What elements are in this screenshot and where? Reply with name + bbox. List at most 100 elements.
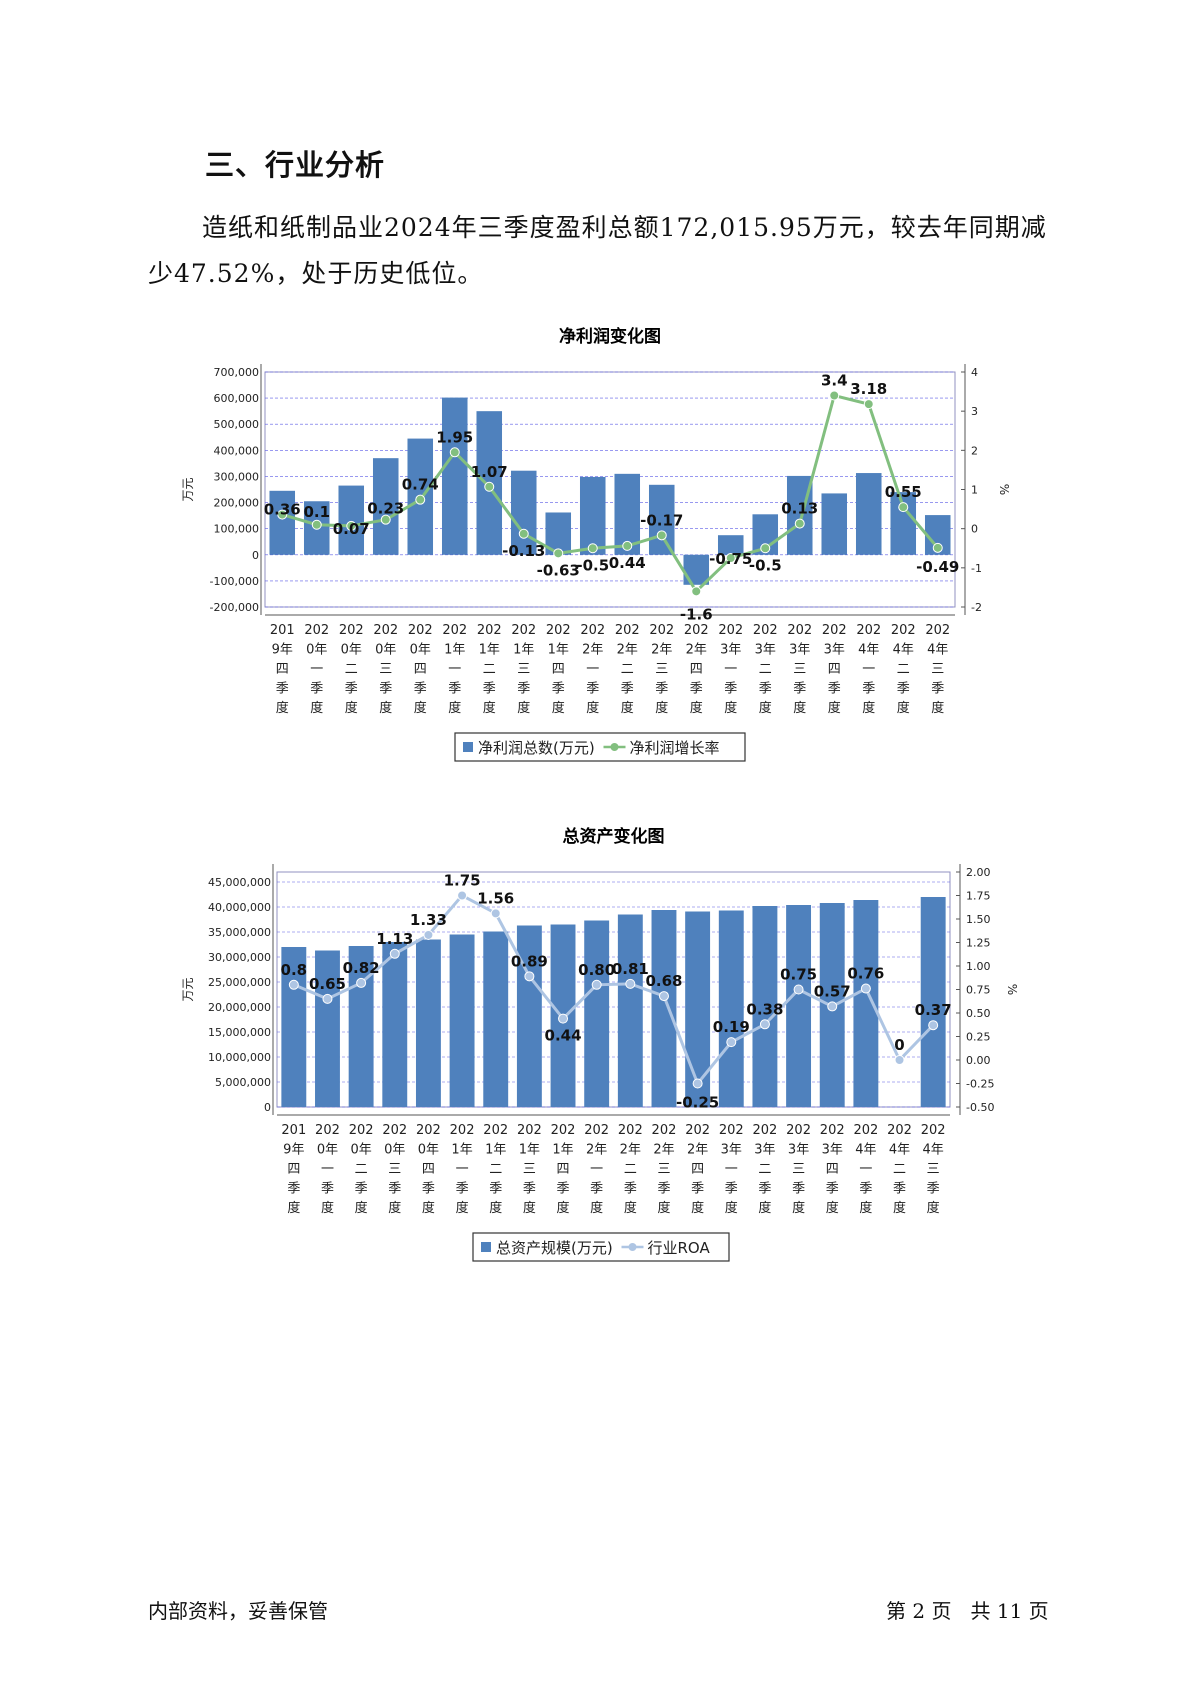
data-label: 0.38 — [746, 1000, 783, 1018]
x-tick-label: 202 4年二季度 — [887, 1123, 912, 1216]
x-tick-label: 202 4年三季度 — [925, 623, 950, 716]
bar — [890, 492, 917, 555]
x-tick-label: 202 0年四季度 — [408, 623, 433, 716]
y-tick-label: 0 — [252, 549, 259, 562]
data-label: 0.36 — [264, 501, 301, 519]
bar — [281, 947, 307, 1107]
net-profit-chart: 净利润变化图 700,000 600,000 500,000 400,000 300,00… — [181, 326, 1011, 762]
line-point — [932, 542, 943, 553]
bar — [752, 906, 778, 1107]
bar — [821, 493, 848, 555]
data-label: 0.75 — [780, 966, 817, 984]
line-point — [827, 1001, 838, 1012]
bar — [415, 939, 441, 1107]
y-tick-label: 700,000 — [214, 366, 260, 379]
legend-box — [454, 732, 746, 762]
legend-line-marker — [610, 743, 619, 751]
data-label: -0.13 — [502, 542, 545, 560]
y2-tick-label: -2 — [971, 601, 982, 614]
data-label: -0.49 — [916, 558, 959, 576]
bar — [683, 554, 710, 585]
y2-tick-label: 0 — [971, 523, 978, 536]
legend-line-label: 净利润增长率 — [630, 739, 720, 757]
y2-axis-title: % — [997, 484, 1011, 495]
data-label: -0.5 — [576, 556, 609, 574]
x-tick-label: 202 0年一季度 — [304, 623, 329, 716]
bar — [584, 920, 610, 1107]
line-point — [490, 908, 501, 919]
x-tick-label: 202 3年三季度 — [786, 1123, 811, 1216]
data-label: 0.23 — [367, 500, 404, 518]
data-label: 0.68 — [645, 972, 682, 990]
line-point — [311, 519, 322, 530]
footer-page-number: 第 2 页 共 11 页 — [886, 1599, 1049, 1623]
x-tick-label: 202 4年一季度 — [856, 623, 881, 716]
data-label: 1.07 — [471, 463, 508, 481]
data-label: 0.55 — [885, 483, 922, 501]
x-tick-label: 202 2年一季度 — [580, 623, 605, 716]
y2-tick-label: -0.50 — [966, 1101, 994, 1114]
x-tick-label: 202 1年二季度 — [477, 623, 502, 716]
data-label: 0.57 — [814, 982, 851, 1000]
data-label: 0.19 — [713, 1018, 750, 1036]
line-point — [558, 1013, 569, 1024]
y2-tick-label: 3 — [971, 405, 978, 418]
line-point — [692, 1078, 703, 1089]
y-tick-label: 10,000,000 — [208, 1051, 271, 1064]
bar — [382, 942, 408, 1107]
x-tick-label: 202 2年二季度 — [615, 623, 640, 716]
x-tick-label: 202 1年三季度 — [517, 1123, 542, 1216]
line-point — [863, 399, 874, 410]
y2-tick-label: 1.75 — [966, 890, 991, 903]
data-label: 1.95 — [436, 428, 473, 446]
line-point — [524, 971, 535, 982]
data-label: 0.76 — [847, 965, 884, 983]
bar — [338, 485, 365, 555]
bar — [579, 476, 606, 555]
data-label: 1.56 — [477, 889, 514, 907]
bar — [449, 934, 475, 1107]
bar — [648, 484, 675, 555]
x-tick-label: 202 2年四季度 — [684, 623, 709, 716]
line-point — [587, 543, 598, 554]
y2-tick-label: 1.00 — [966, 960, 991, 973]
y-tick-label: 400,000 — [214, 444, 260, 457]
data-label: 0 — [894, 1036, 904, 1054]
x-tick-label: 202 0年二季度 — [339, 623, 364, 716]
line-point — [380, 514, 391, 525]
x-tick-label: 202 2年一季度 — [584, 1123, 609, 1216]
bar — [920, 897, 946, 1107]
x-tick-label: 202 4年一季度 — [853, 1123, 878, 1216]
line-point — [622, 540, 633, 551]
bar — [718, 910, 744, 1107]
y2-tick-label: 0.00 — [966, 1054, 991, 1067]
data-label: 0.81 — [612, 960, 649, 978]
bar — [717, 535, 744, 555]
x-tick-label: 202 4年三季度 — [921, 1123, 946, 1216]
x-tick-label: 202 0年二季度 — [349, 1123, 374, 1216]
bar — [617, 914, 643, 1107]
line-point — [794, 518, 805, 529]
bar — [685, 911, 711, 1107]
data-label: 0.8 — [281, 961, 308, 979]
bar — [651, 910, 677, 1107]
bar — [516, 925, 542, 1107]
y-tick-label: 35,000,000 — [208, 926, 271, 939]
line-point — [898, 502, 909, 513]
y-tick-label: 30,000,000 — [208, 951, 271, 964]
y-tick-label: -200,000 — [210, 601, 259, 614]
legend-box — [472, 1232, 730, 1262]
data-label: 3.4 — [821, 372, 848, 390]
line-point — [322, 993, 333, 1004]
legend-bar-swatch — [481, 1242, 491, 1252]
line-point — [656, 530, 667, 541]
y-tick-label: -100,000 — [210, 575, 259, 588]
line-point — [894, 1055, 905, 1065]
line-point — [288, 979, 299, 990]
x-tick-label: 202 0年三季度 — [373, 623, 398, 716]
line-point — [518, 528, 529, 539]
data-label: 0.80 — [578, 961, 615, 979]
line-point — [423, 929, 434, 940]
x-tick-label: 202 3年一季度 — [718, 623, 743, 716]
data-label: 0.89 — [511, 952, 548, 970]
